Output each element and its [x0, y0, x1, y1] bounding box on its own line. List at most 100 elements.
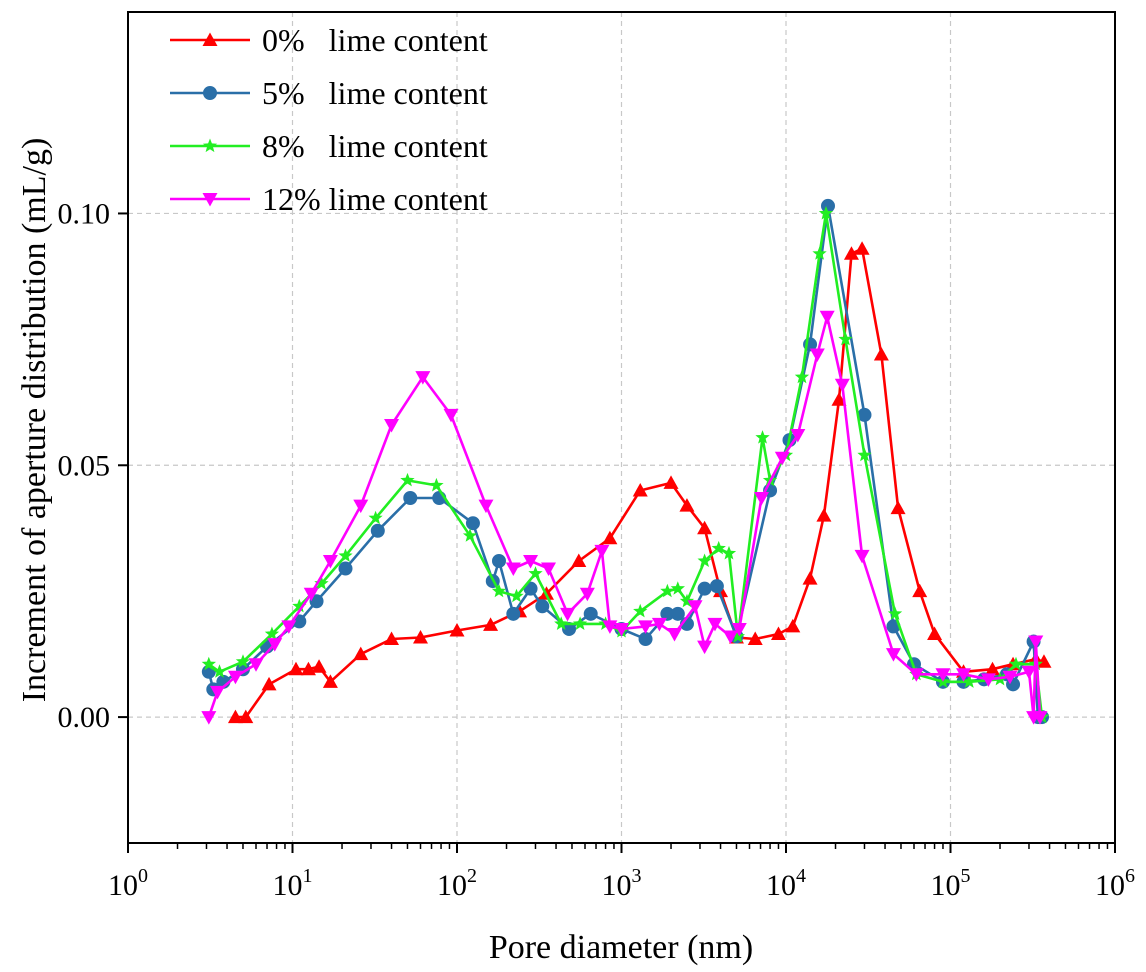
data-point — [491, 583, 507, 598]
data-point — [429, 477, 444, 492]
data-point — [774, 451, 790, 466]
legend-label: 8% lime content — [262, 128, 488, 164]
data-point — [309, 594, 324, 609]
data-point — [709, 579, 724, 594]
x-tick-label: 106 — [1095, 865, 1135, 902]
data-point — [730, 629, 745, 643]
data-point — [908, 668, 924, 682]
data-point — [632, 482, 648, 497]
data-point — [248, 658, 264, 672]
data-point — [638, 620, 654, 634]
data-point — [509, 588, 524, 603]
data-point — [770, 626, 786, 640]
data-point — [980, 673, 996, 687]
data-point — [927, 626, 943, 640]
y-tick-label: 0.00 — [58, 701, 111, 734]
data-point — [400, 472, 415, 487]
data-point — [794, 369, 810, 384]
data-point — [614, 622, 629, 637]
data-point — [809, 348, 825, 362]
y-tick-label: 0.05 — [58, 449, 111, 482]
data-point — [912, 583, 928, 598]
legend-label: 5% lime content — [262, 75, 488, 111]
data-point — [403, 491, 418, 506]
data-point — [660, 583, 675, 598]
data-point — [415, 371, 431, 385]
data-point — [541, 562, 557, 577]
data-point — [820, 198, 835, 213]
data-point — [816, 508, 832, 522]
data-point — [697, 553, 712, 567]
data-point — [303, 587, 319, 602]
data-point — [261, 676, 277, 691]
data-point — [873, 346, 889, 361]
x-tick-label: 102 — [437, 865, 477, 902]
data-point — [843, 246, 859, 260]
data-point — [235, 654, 251, 668]
data-point — [353, 499, 369, 514]
data-point — [838, 331, 853, 346]
data-point — [721, 545, 737, 560]
data-point — [707, 617, 723, 632]
data-point — [506, 606, 521, 621]
data-point — [1032, 711, 1048, 725]
data-point — [267, 638, 283, 652]
data-point — [956, 668, 972, 682]
data-point — [711, 540, 726, 555]
data-point — [857, 447, 872, 462]
data-point — [731, 622, 747, 637]
data-point — [384, 418, 400, 433]
data-point — [281, 620, 297, 634]
data-point — [322, 674, 338, 688]
series-layer — [201, 198, 1052, 725]
data-point — [679, 593, 695, 608]
data-point — [834, 378, 850, 393]
data-point — [935, 668, 951, 682]
data-point — [594, 544, 610, 559]
data-point — [209, 685, 225, 700]
data-point — [785, 618, 801, 633]
data-point — [602, 530, 618, 545]
x-tick-label: 104 — [766, 865, 806, 902]
data-point — [384, 631, 400, 646]
data-point — [462, 528, 478, 542]
x-tick-label: 101 — [273, 865, 313, 902]
data-point — [890, 500, 906, 515]
data-point — [528, 566, 543, 580]
x-tick-label: 103 — [602, 865, 642, 902]
data-point — [523, 554, 539, 569]
data-point — [812, 246, 827, 260]
data-point — [819, 310, 835, 325]
data-point — [802, 571, 818, 585]
data-point — [353, 646, 369, 661]
series-line — [208, 212, 1044, 718]
data-point — [790, 429, 806, 443]
data-point — [854, 241, 870, 255]
data-point — [554, 616, 569, 630]
data-point — [670, 581, 685, 595]
data-point — [687, 600, 703, 614]
data-point — [697, 581, 712, 596]
series-3 — [201, 310, 1048, 725]
data-point — [370, 523, 385, 538]
data-point — [651, 617, 667, 632]
data-point — [227, 670, 243, 685]
y-axis-title: Increment of aperture distribution (mL/g… — [16, 138, 53, 703]
data-point — [583, 606, 598, 621]
data-point — [1036, 654, 1052, 668]
data-point — [1008, 656, 1024, 671]
data-point — [483, 617, 499, 631]
data-point — [747, 631, 763, 646]
data-point — [754, 492, 770, 506]
data-point — [633, 603, 648, 618]
x-tick-label: 100 — [108, 865, 148, 902]
data-point — [571, 553, 587, 567]
y-tick-label: 0.10 — [58, 197, 111, 230]
data-point — [201, 711, 217, 725]
data-point — [465, 516, 480, 531]
data-point — [478, 499, 494, 514]
data-point — [885, 648, 901, 662]
data-point — [449, 622, 465, 637]
data-point — [413, 630, 429, 644]
